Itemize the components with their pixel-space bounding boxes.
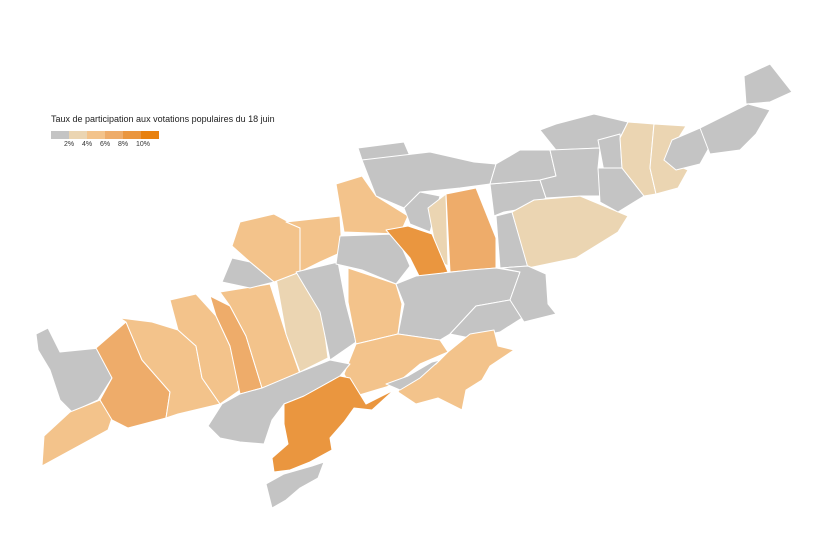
region-ne7 (649, 123, 689, 195)
region-ne10 (743, 63, 793, 105)
region-nw3 (221, 257, 275, 289)
region-ne5 (597, 167, 645, 213)
region-ne9 (699, 103, 771, 155)
region-s2 (271, 375, 395, 473)
region-w1 (35, 327, 113, 413)
legend-tick-6: 6% (99, 141, 111, 148)
region-ne4 (597, 133, 623, 173)
legend-tick-2: 2% (63, 141, 75, 148)
legend-swatch-bin1 (69, 131, 87, 139)
region-n6 (445, 187, 497, 273)
region-n2 (361, 151, 497, 209)
region-c6 (385, 359, 441, 391)
legend-swatch-bin3 (105, 131, 123, 139)
legend-swatch-bin4 (123, 131, 141, 139)
legend-tick-4: 4% (81, 141, 93, 148)
region-nw2 (285, 215, 343, 273)
region-ne3 (539, 147, 605, 199)
legend-tick-10: 10% (135, 141, 151, 148)
legend-swatch-bin5 (141, 131, 159, 139)
legend-tick-8: 8% (117, 141, 129, 148)
legend-swatch-bin2 (87, 131, 105, 139)
map-legend: Taux de participation aux votations popu… (51, 114, 275, 153)
legend-title: Taux de participation aux votations popu… (51, 114, 275, 124)
legend-color-scale (51, 131, 275, 139)
region-s3 (265, 461, 325, 509)
region-c5 (397, 329, 515, 411)
region-w5 (169, 293, 241, 405)
region-w4 (119, 317, 221, 419)
region-w2 (41, 399, 113, 467)
legend-swatch-bin0 (51, 131, 69, 139)
region-n9 (511, 195, 629, 269)
legend-ticks: 2% 4% 6% 8% 10% (51, 141, 275, 153)
region-c3 (499, 265, 557, 323)
